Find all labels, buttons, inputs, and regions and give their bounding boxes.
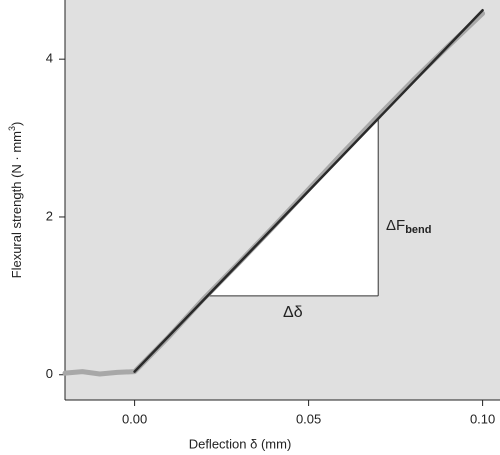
x-tick-label: 0.00 — [122, 411, 147, 426]
delta-delta-label: Δδ — [283, 304, 303, 321]
y-tick-label: 4 — [46, 51, 53, 66]
y-axis-label: Flexural strength (N · mm3) — [7, 122, 24, 279]
y-label-sup: 3 — [7, 126, 17, 131]
delta-f: ΔF — [386, 217, 405, 234]
delta-f-label: ΔFbend — [386, 217, 431, 236]
y-tick-label: 2 — [46, 208, 53, 223]
x-tick-label: 0.10 — [470, 411, 495, 426]
y-label-main: Flexural strength (N · mm — [9, 131, 24, 278]
fit-line — [133, 9, 484, 373]
y-label-end: ) — [9, 122, 24, 126]
x-tick-label: 0.05 — [296, 411, 321, 426]
x-axis-label: Deflection δ (mm) — [189, 436, 292, 451]
delta-f-sub: bend — [405, 224, 431, 236]
y-tick-label: 0 — [46, 366, 53, 381]
